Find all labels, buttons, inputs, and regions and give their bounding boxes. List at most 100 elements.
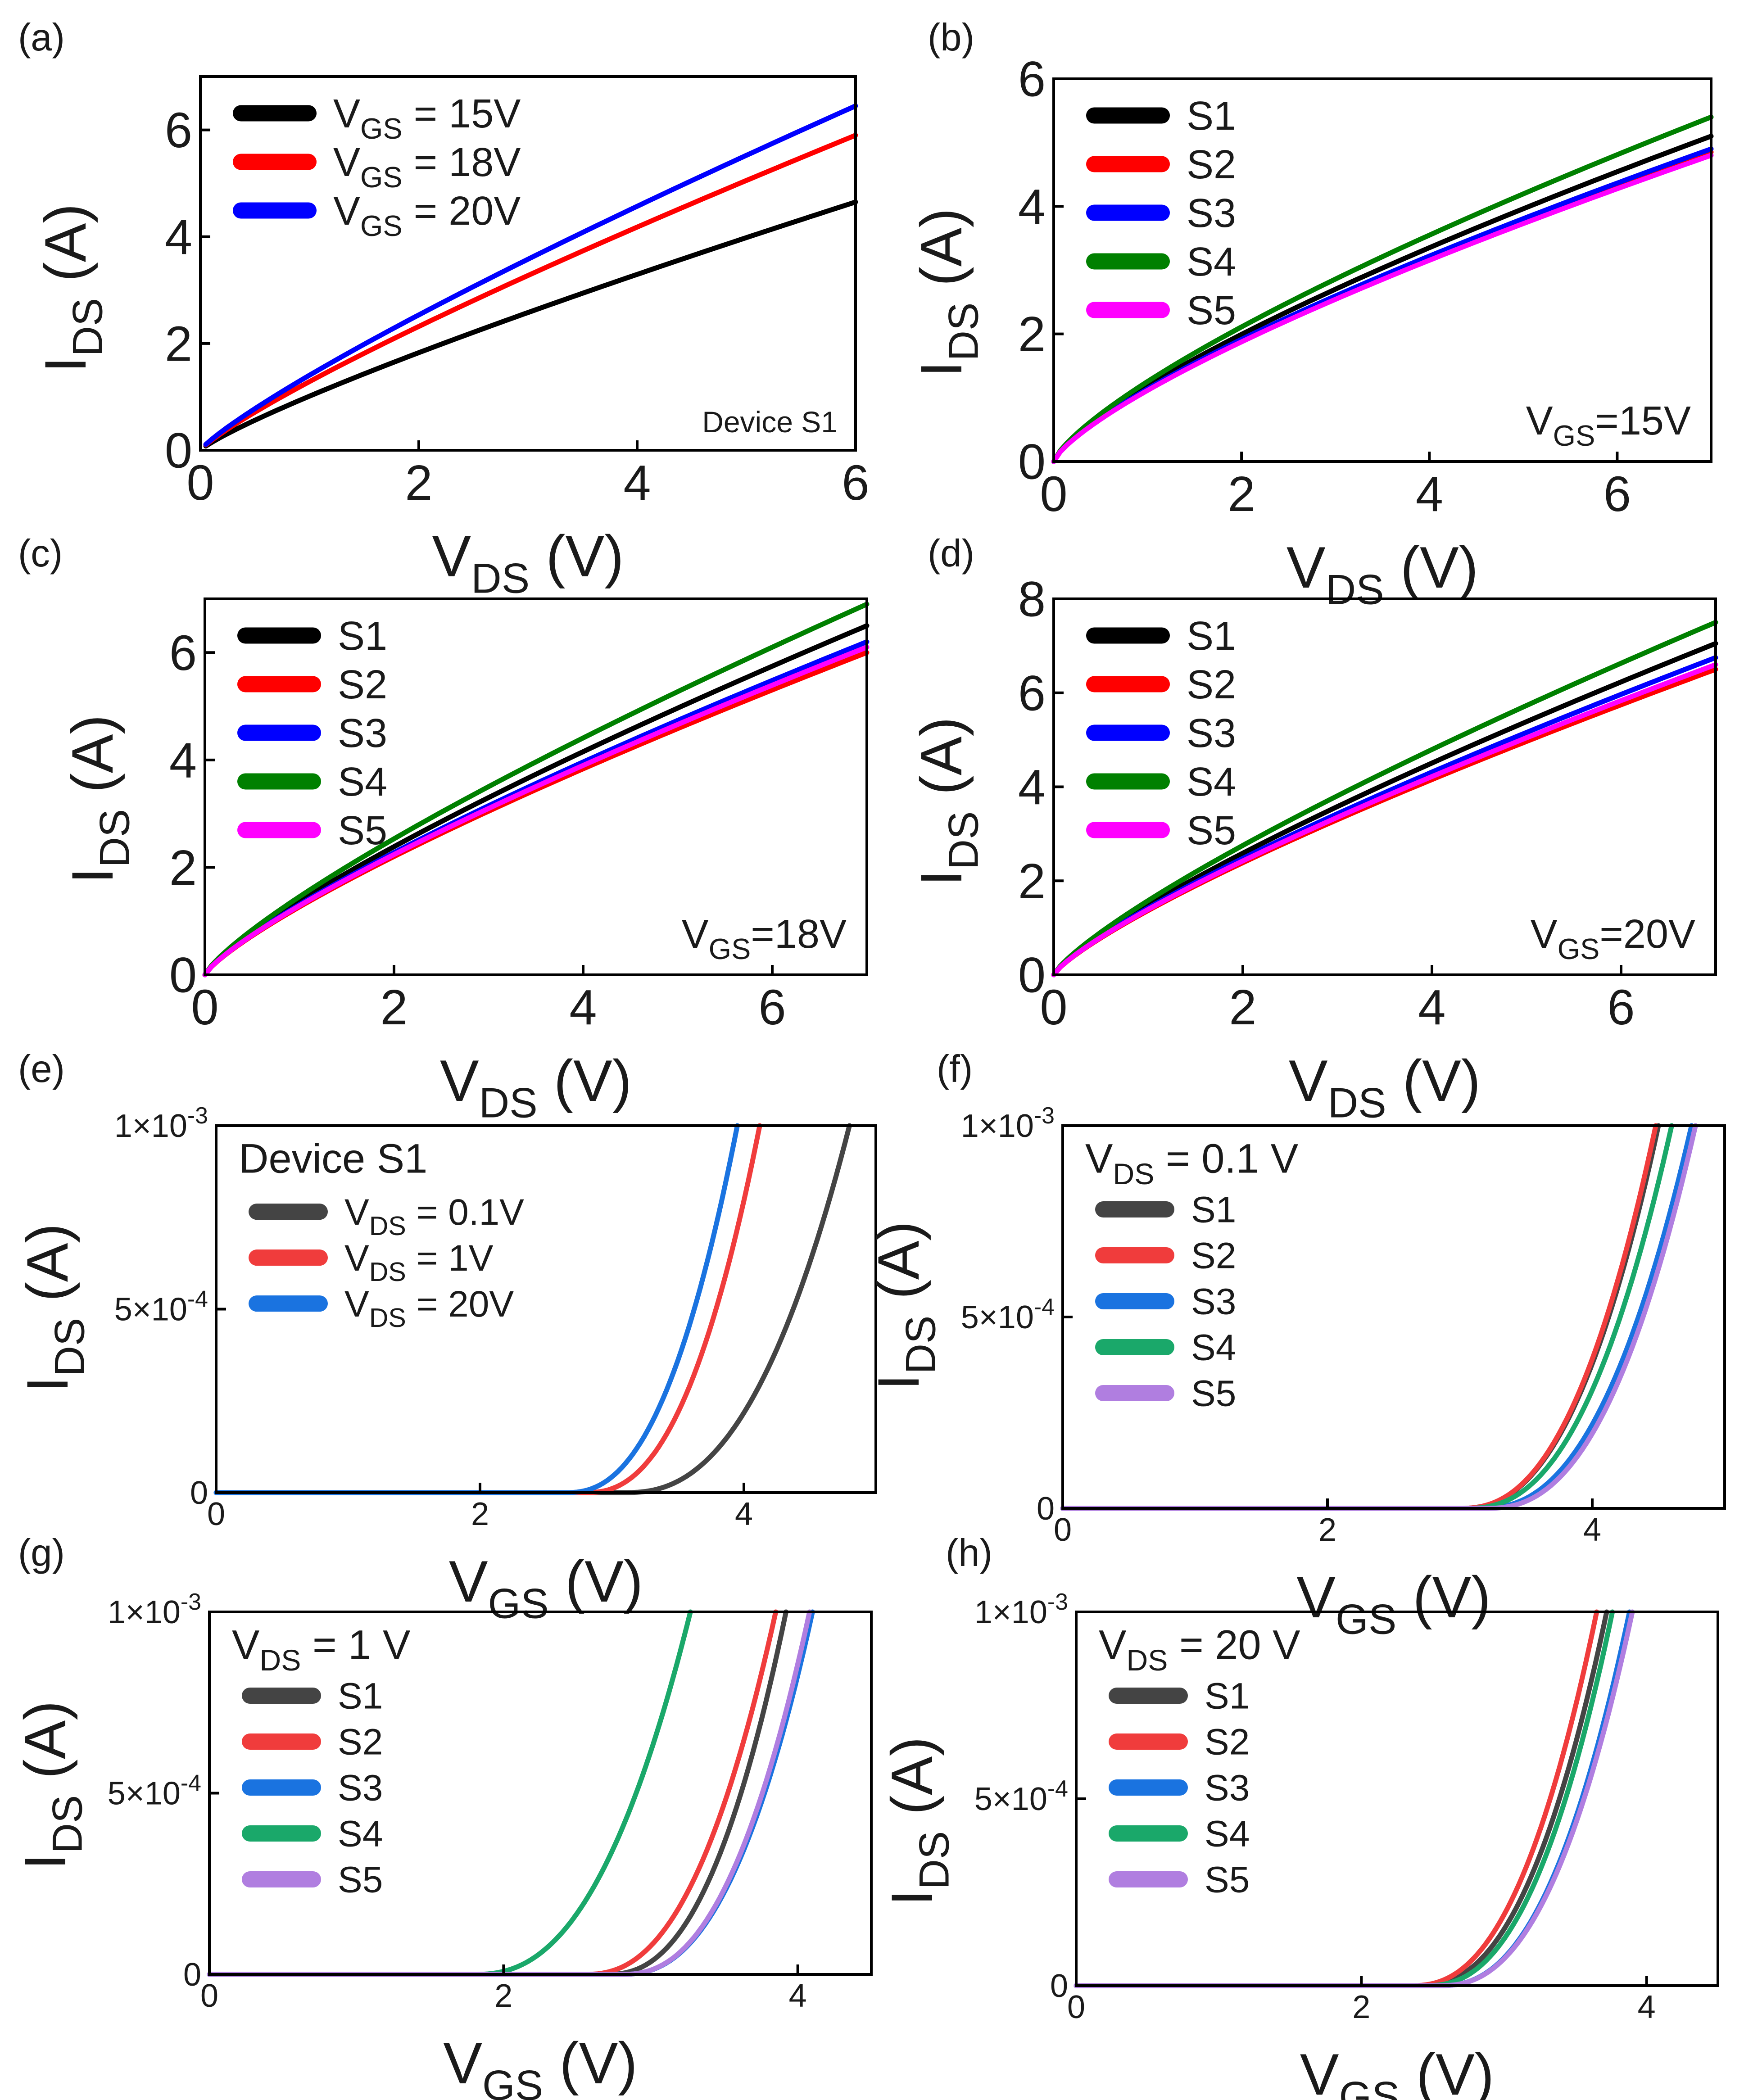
x-tick-label: 4 [623,455,651,511]
x-axis-label: VGS (V) [1300,2041,1494,2100]
x-tick-label: 2 [380,980,408,1035]
y-tick-label: 2 [1018,307,1046,362]
x-tick-label: 0 [1067,1989,1085,2025]
y-tick-label: 4 [1018,760,1046,815]
legend-label: S2 [1187,142,1236,187]
x-tick-label: 4 [735,1496,753,1532]
legend-label: S3 [1187,711,1236,756]
y-tick-label: 5×10-4 [974,1775,1068,1817]
x-tick-label: 2 [471,1496,489,1532]
x-axis-label: VDS (V) [1289,1048,1481,1126]
y-tick-label: 0 [169,948,197,1003]
panel-label: (d) [928,532,974,575]
plot-annotation: VGS=20V [1531,912,1695,965]
legend-label: S5 [1187,288,1236,333]
legend-label: S5 [1205,1860,1250,1901]
panel-label: (e) [18,1048,65,1091]
y-tick-label: 5×10-4 [108,1770,201,1811]
legend-label: S2 [338,662,387,707]
x-tick-label: 4 [1583,1512,1601,1548]
x-tick-label: 2 [1228,466,1255,522]
legend-label: S1 [1187,94,1236,139]
y-axis-label: IDS (A) [12,1701,91,1870]
x-axis-label: VGS (V) [1296,1564,1490,1643]
x-tick-label: 4 [1416,466,1443,522]
panel-label: (f) [937,1048,973,1091]
x-axis-label: VDS (V) [1286,534,1478,613]
series-line-5 [1060,1123,1698,1511]
legend-label: S5 [1187,808,1236,853]
legend-label: S5 [1191,1373,1236,1414]
legend-label: VGS = 20V [333,189,521,242]
legend-label: S3 [338,1768,383,1809]
legend-label: VDS = 0.1V [344,1192,524,1241]
legend-label: S3 [1187,191,1236,236]
series-line-5 [1051,153,1714,464]
panel-label: (g) [18,1532,65,1575]
series-line-4 [202,602,870,978]
plot-frame [1061,1124,1726,1510]
legend-label: S4 [1187,240,1236,285]
x-tick-label: 2 [494,1978,512,2014]
y-tick-label: 4 [1018,179,1046,235]
series-group [1051,114,1714,464]
series-line-5 [1051,662,1718,978]
series-line-3 [1060,1123,1694,1511]
y-tick-label: 0 [190,1475,208,1511]
series-line-1 [203,199,858,449]
x-tick-label: 6 [758,980,786,1035]
panel-e: (e) 0 2 4 0 5×10-4 1×10-3 VGS (V) IDS (A) Device … [14,1048,877,1627]
y-axis-label: IDS (A) [14,1223,93,1393]
panel-f: (f) 0 2 4 0 5×10-4 1×10-3 VGS (V) IDS (A) VDS = 0… [865,1048,1726,1643]
legend-label: S2 [1191,1236,1236,1276]
series-group [202,602,870,978]
panel-label: (b) [928,16,974,59]
x-axis-label: VGS (V) [449,1548,643,1627]
y-tick-label: 6 [165,103,192,158]
legend-label: S5 [338,1860,383,1901]
x-tick-label: 0 [1054,1512,1072,1548]
legend: VDS = 0.1 VS1 S2 S3 S4 S5 [1085,1136,1298,1414]
series-line-2 [203,132,858,448]
y-tick-label: 2 [165,316,192,371]
y-tick-label: 4 [165,209,192,265]
legend-label: S3 [338,711,387,756]
series-line-1 [1051,134,1714,464]
legend-title: VDS = 1 V [232,1622,410,1677]
y-tick-label: 0 [1050,1968,1068,2004]
plot-annotation: VGS=15V [1526,398,1691,452]
y-tick-label: 0 [1037,1491,1055,1527]
y-tick-label: 1×10-3 [114,1102,208,1144]
y-tick-label: 1×10-3 [974,1589,1068,1630]
y-tick-label: 6 [1018,52,1046,107]
series-line-1 [1051,641,1718,978]
legend-label: S4 [1187,760,1236,805]
legend-label: S1 [338,1676,383,1717]
x-tick-label: 4 [569,980,597,1035]
plot-annotation: VGS=18V [682,912,847,965]
legend-label: S5 [338,808,387,853]
series-group [1051,620,1718,978]
plot-frame [199,75,857,452]
x-tick-label: 2 [1318,1512,1336,1548]
y-axis-label: IDS (A) [59,715,138,884]
legend-label: S1 [1205,1676,1250,1717]
y-tick-label: 1×10-3 [108,1589,201,1630]
series-group [203,103,858,449]
y-tick-label: 6 [1018,665,1046,721]
y-tick-label: 1×10-3 [961,1102,1055,1144]
legend-title: VDS = 0.1 V [1085,1136,1298,1191]
legend-label: VGS = 15V [333,91,521,145]
x-tick-label: 6 [1607,980,1635,1035]
legend: VDS = 1 VS1 S2 S3 S4 S5 [232,1622,410,1900]
y-tick-label: 2 [1018,854,1046,909]
y-axis-label: IDS (A) [879,1737,957,1906]
y-tick-label: 0 [183,1957,201,1993]
x-tick-label: 4 [789,1978,807,2014]
series-line-5 [202,644,870,978]
legend-label: S1 [1191,1190,1236,1231]
y-tick-label: 4 [169,733,197,788]
